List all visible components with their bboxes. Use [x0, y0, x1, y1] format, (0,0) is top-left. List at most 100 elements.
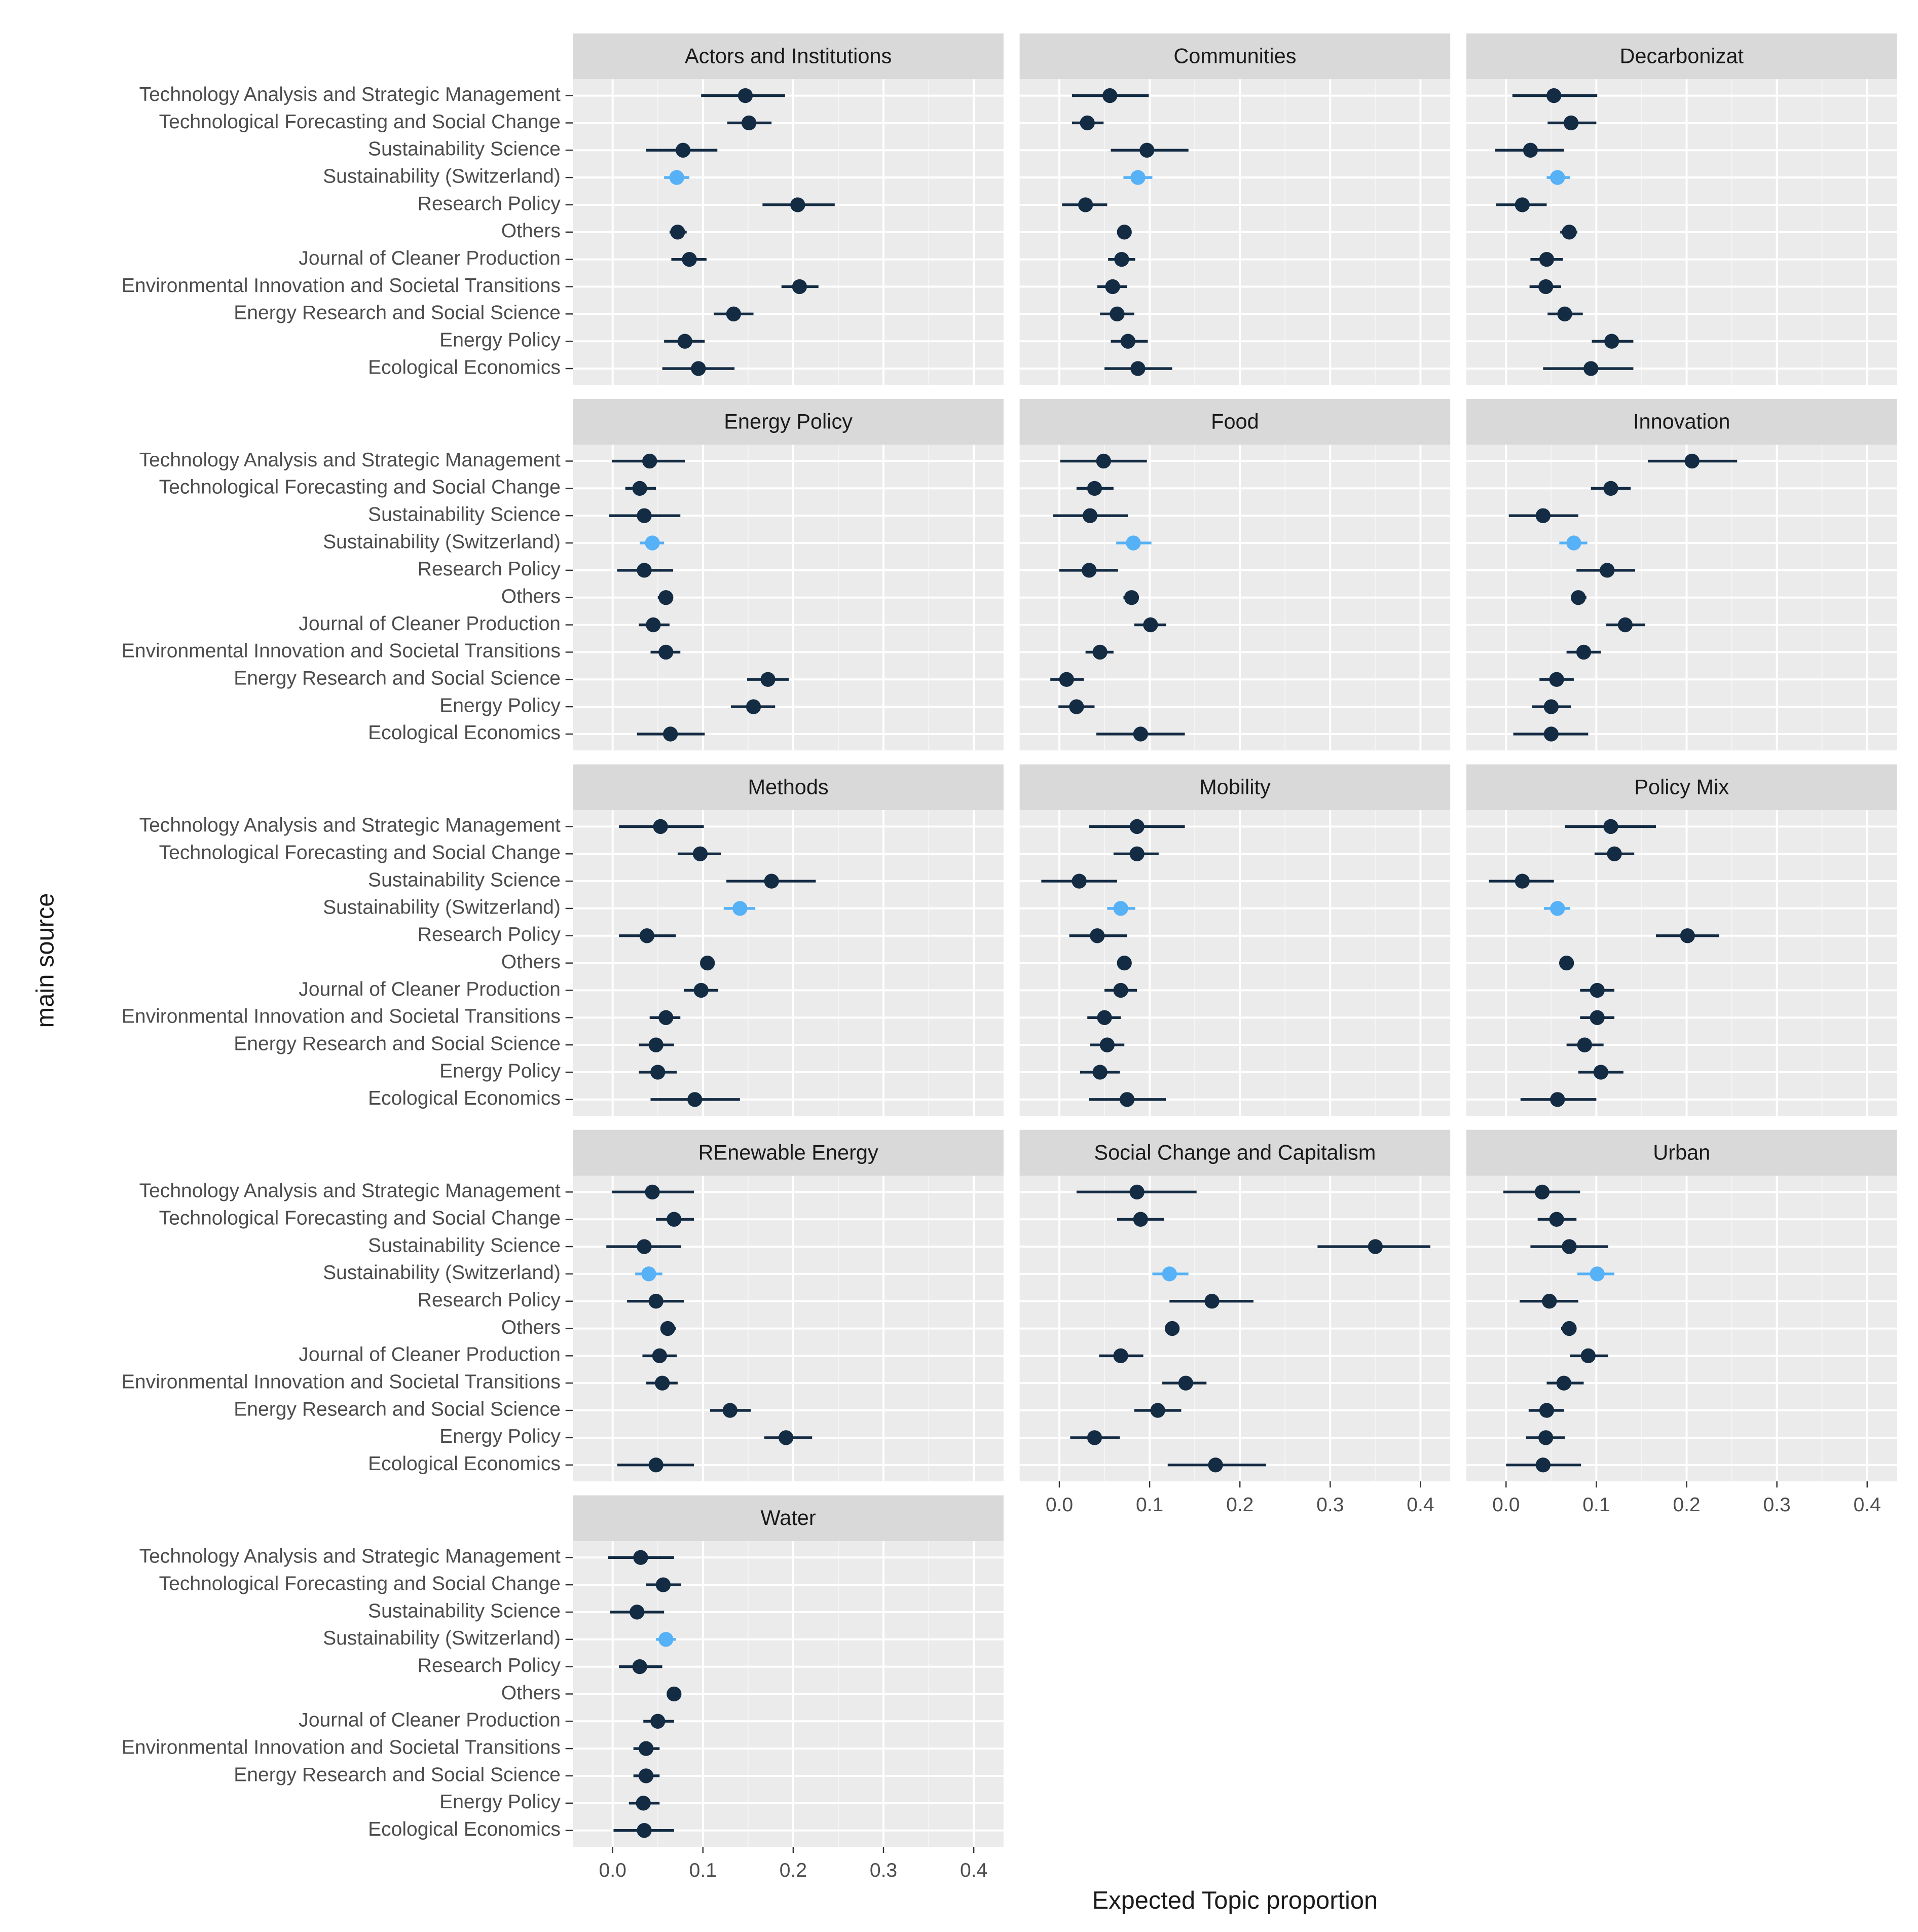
- point: [1535, 1457, 1551, 1473]
- y-tick-label: Environmental Innovation and Societal Tr…: [122, 275, 561, 297]
- strip: [573, 1495, 1004, 1541]
- point: [764, 873, 779, 889]
- strip-title: Innovation: [1633, 409, 1730, 433]
- point: [650, 1065, 666, 1080]
- point: [637, 1239, 652, 1254]
- point: [792, 279, 807, 295]
- point: [700, 955, 715, 971]
- point: [1143, 617, 1158, 633]
- strip: [1466, 398, 1897, 445]
- strip-title: Policy Mix: [1634, 775, 1729, 798]
- point: [1090, 928, 1105, 943]
- point: [741, 115, 757, 131]
- point: [658, 1010, 674, 1025]
- strip-title: Social Change and Capitalism: [1094, 1140, 1376, 1164]
- y-tick-label: Journal of Cleaner Production: [299, 247, 561, 269]
- strip-title: Methods: [748, 775, 829, 798]
- point: [1102, 88, 1118, 103]
- point: [722, 1403, 737, 1418]
- strip: [573, 398, 1004, 445]
- x-tick-label: 0.1: [1136, 1494, 1163, 1516]
- y-tick-label: Sustainability Science: [368, 138, 561, 160]
- x-tick-label: 0.3: [1316, 1494, 1344, 1516]
- y-tick-label: Ecological Economics: [368, 356, 561, 378]
- point: [1120, 334, 1135, 349]
- x-tick-label: 0.0: [1492, 1494, 1520, 1516]
- point: [1133, 726, 1148, 742]
- y-tick-label: Technology Analysis and Strategic Manage…: [139, 1180, 561, 1202]
- point: [1571, 590, 1586, 605]
- point: [1590, 982, 1605, 998]
- strip: [1019, 764, 1451, 811]
- point: [1178, 1375, 1193, 1391]
- strip-title: Mobility: [1199, 775, 1271, 798]
- point: [1600, 563, 1615, 578]
- y-tick-label: Technology Analysis and Strategic Manage…: [139, 1546, 561, 1568]
- point: [669, 170, 684, 185]
- strip: [573, 33, 1004, 80]
- x-axis-title: Expected Topic proportion: [1092, 1887, 1378, 1914]
- point: [1576, 644, 1592, 660]
- y-tick-label: Technological Forecasting and Social Cha…: [159, 1573, 561, 1594]
- point: [1080, 115, 1095, 131]
- x-tick-label: 0.4: [960, 1860, 987, 1881]
- point: [1124, 590, 1139, 605]
- point: [670, 225, 685, 240]
- point: [1549, 672, 1564, 687]
- y-tick-label: Technology Analysis and Strategic Manage…: [139, 449, 561, 471]
- point: [1105, 279, 1120, 295]
- point: [682, 252, 697, 267]
- point: [667, 1212, 682, 1227]
- point: [637, 508, 652, 523]
- y-tick-label: Energy Policy: [439, 1426, 561, 1447]
- point: [1092, 644, 1108, 660]
- strip: [1466, 1129, 1897, 1176]
- point: [1130, 361, 1146, 376]
- y-tick-label: Others: [501, 1682, 561, 1704]
- point: [630, 1605, 645, 1620]
- y-tick-label: Research Policy: [418, 1655, 561, 1676]
- point: [1126, 535, 1141, 551]
- point: [1534, 1184, 1550, 1200]
- y-tick-label: Technological Forecasting and Social Cha…: [159, 477, 561, 498]
- y-tick-label: Technological Forecasting and Social Cha…: [159, 842, 561, 864]
- y-tick-label: Sustainability (Switzerland): [323, 165, 561, 187]
- y-tick-label: Research Policy: [418, 193, 561, 214]
- y-tick-label: Journal of Cleaner Production: [299, 1709, 561, 1731]
- point: [1577, 1037, 1592, 1052]
- y-tick-label: Journal of Cleaner Production: [299, 1344, 561, 1366]
- y-tick-label: Energy Policy: [439, 1791, 561, 1813]
- point: [1129, 1184, 1145, 1200]
- point: [658, 590, 674, 605]
- point: [677, 334, 692, 349]
- point: [1603, 481, 1618, 496]
- point: [1590, 1266, 1605, 1282]
- y-tick-label: Ecological Economics: [368, 1087, 561, 1109]
- strip-title: Communities: [1173, 44, 1296, 68]
- point: [1556, 1375, 1571, 1391]
- point: [1593, 1065, 1608, 1080]
- point: [1604, 334, 1619, 349]
- y-tick-label: Sustainability Science: [368, 869, 561, 891]
- point: [737, 88, 753, 103]
- y-tick-label: Energy Research and Social Science: [234, 1764, 561, 1785]
- strip: [1019, 398, 1451, 445]
- point: [1543, 699, 1559, 714]
- point: [1150, 1403, 1165, 1418]
- y-tick-label: Others: [501, 586, 561, 607]
- point: [632, 481, 647, 496]
- point: [655, 1577, 671, 1592]
- point: [1550, 901, 1565, 916]
- point: [1684, 453, 1700, 469]
- y-tick-label: Energy Research and Social Science: [234, 1033, 561, 1054]
- point: [1563, 115, 1579, 131]
- strip: [573, 1129, 1004, 1176]
- strip: [573, 764, 1004, 811]
- x-tick-label: 0.1: [689, 1860, 717, 1881]
- y-tick-label: Others: [501, 220, 561, 242]
- point: [732, 901, 748, 916]
- point: [1059, 672, 1074, 687]
- point: [1114, 252, 1129, 267]
- x-tick-label: 0.0: [1046, 1494, 1073, 1516]
